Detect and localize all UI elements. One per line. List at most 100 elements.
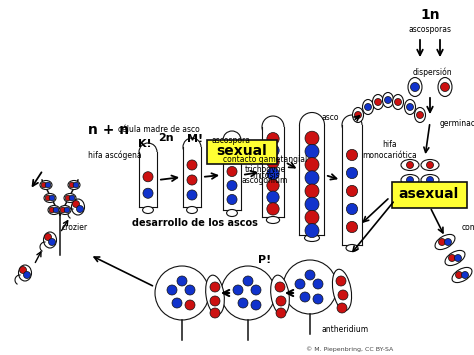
Circle shape	[305, 211, 319, 224]
Text: desarrollo de los ascos: desarrollo de los ascos	[132, 218, 258, 228]
Circle shape	[337, 303, 347, 313]
Ellipse shape	[223, 131, 241, 149]
Ellipse shape	[373, 94, 383, 109]
Circle shape	[276, 296, 286, 306]
Circle shape	[417, 111, 423, 119]
Circle shape	[227, 152, 237, 163]
Circle shape	[143, 172, 153, 182]
Circle shape	[410, 82, 419, 92]
Circle shape	[49, 195, 55, 201]
Circle shape	[455, 255, 462, 262]
Text: mitosis: mitosis	[252, 170, 280, 180]
Circle shape	[305, 197, 319, 211]
Bar	[139, 152, 157, 207]
Circle shape	[438, 239, 446, 246]
Ellipse shape	[421, 175, 439, 186]
Circle shape	[167, 285, 177, 295]
Circle shape	[445, 239, 452, 246]
Circle shape	[187, 175, 197, 185]
Circle shape	[227, 195, 237, 204]
Circle shape	[346, 185, 357, 197]
Circle shape	[300, 292, 310, 302]
Text: P!: P!	[258, 255, 272, 265]
Circle shape	[305, 224, 319, 237]
Ellipse shape	[421, 190, 439, 201]
Circle shape	[384, 97, 392, 104]
Circle shape	[48, 239, 55, 246]
Text: asco: asco	[322, 113, 339, 121]
Circle shape	[456, 272, 463, 279]
Circle shape	[462, 272, 468, 279]
Circle shape	[41, 182, 47, 188]
Ellipse shape	[44, 232, 56, 248]
Text: n + n: n + n	[88, 123, 129, 137]
Ellipse shape	[266, 217, 280, 224]
Circle shape	[24, 272, 30, 279]
Circle shape	[69, 195, 75, 201]
Circle shape	[346, 203, 357, 215]
Circle shape	[313, 294, 323, 304]
Circle shape	[185, 285, 195, 295]
Circle shape	[394, 98, 401, 105]
Ellipse shape	[346, 245, 358, 251]
Circle shape	[305, 270, 315, 280]
Circle shape	[65, 195, 71, 201]
Ellipse shape	[353, 108, 364, 122]
Circle shape	[407, 104, 413, 110]
Circle shape	[346, 222, 357, 233]
Circle shape	[267, 191, 279, 203]
Circle shape	[448, 255, 456, 262]
Circle shape	[251, 285, 261, 295]
Ellipse shape	[48, 206, 60, 214]
Circle shape	[338, 290, 348, 300]
Ellipse shape	[300, 113, 325, 137]
Ellipse shape	[445, 250, 465, 266]
Circle shape	[221, 266, 275, 320]
Ellipse shape	[139, 143, 157, 161]
Ellipse shape	[414, 108, 426, 122]
Bar	[262, 127, 284, 217]
Ellipse shape	[363, 99, 374, 115]
Ellipse shape	[40, 180, 52, 190]
Circle shape	[407, 176, 413, 184]
Circle shape	[427, 176, 434, 184]
Circle shape	[267, 179, 279, 192]
Text: 2n: 2n	[158, 133, 174, 143]
Text: germinación: germinación	[440, 118, 474, 128]
Circle shape	[143, 188, 153, 198]
Circle shape	[267, 144, 279, 157]
Text: crozier: crozier	[62, 223, 88, 231]
Circle shape	[233, 285, 243, 295]
Circle shape	[73, 182, 79, 188]
Circle shape	[227, 180, 237, 191]
Circle shape	[64, 207, 70, 213]
Circle shape	[73, 201, 80, 208]
Ellipse shape	[44, 193, 56, 202]
Circle shape	[305, 144, 319, 158]
Circle shape	[69, 182, 75, 188]
Text: dispersión: dispersión	[412, 67, 452, 77]
Circle shape	[210, 308, 220, 318]
Circle shape	[49, 207, 55, 213]
Circle shape	[53, 207, 59, 213]
Ellipse shape	[227, 209, 237, 217]
FancyBboxPatch shape	[392, 182, 467, 208]
Circle shape	[346, 149, 357, 160]
Circle shape	[76, 206, 83, 213]
Text: M!: M!	[187, 134, 203, 144]
FancyBboxPatch shape	[207, 140, 277, 164]
Circle shape	[60, 207, 66, 213]
Bar	[223, 140, 241, 210]
Bar	[342, 125, 362, 245]
Text: sexual: sexual	[217, 144, 267, 158]
Ellipse shape	[401, 159, 419, 170]
Circle shape	[267, 156, 279, 168]
Circle shape	[305, 171, 319, 185]
Ellipse shape	[64, 193, 76, 202]
Circle shape	[346, 168, 357, 179]
Circle shape	[45, 182, 51, 188]
Ellipse shape	[404, 99, 416, 115]
Ellipse shape	[383, 93, 393, 108]
Circle shape	[185, 300, 195, 310]
Circle shape	[267, 203, 279, 215]
